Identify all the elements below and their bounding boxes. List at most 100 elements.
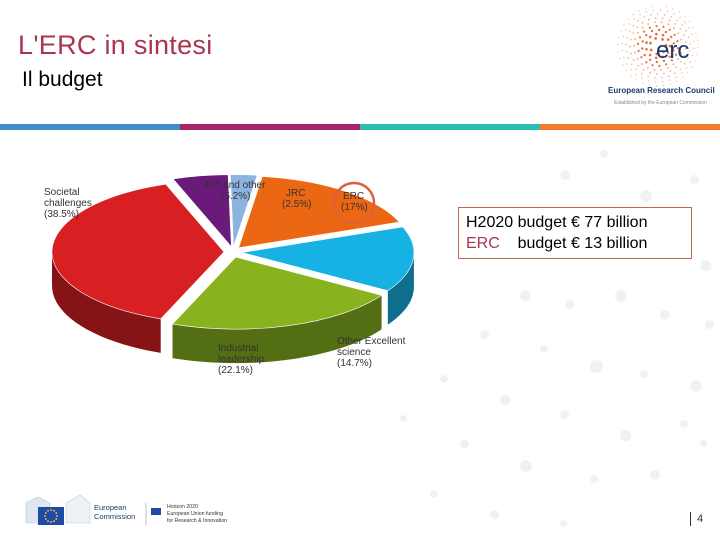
logo-dot	[661, 17, 664, 20]
logo-dot	[672, 49, 675, 52]
logo-dot	[639, 14, 641, 16]
pie-slice-side-industrial-leadership	[172, 295, 382, 364]
logo-dot	[621, 49, 623, 52]
logo-dot	[693, 47, 695, 50]
logo-dot	[617, 44, 619, 46]
logo-dot	[666, 10, 669, 12]
eu-star	[44, 518, 47, 520]
background-dot	[680, 420, 688, 428]
logo-dot	[626, 70, 628, 72]
logo-dot	[672, 63, 675, 66]
background-dot	[690, 380, 702, 392]
logo-dot	[645, 11, 648, 13]
budget-pie-chart	[51, 174, 415, 364]
erc-logo-dots	[617, 6, 699, 87]
logo-dot	[661, 55, 665, 59]
logo-dot	[636, 79, 638, 81]
eu-star	[55, 518, 58, 520]
erc-budget-line: ERC budget € 13 billion	[466, 233, 691, 254]
logo-dot	[691, 33, 693, 36]
erc-logo: erc	[617, 6, 699, 87]
pie-slice-side-societal-challenges	[52, 250, 161, 353]
logo-dot	[679, 16, 681, 19]
logo-dot	[661, 38, 664, 41]
logo-dot	[635, 73, 637, 76]
logo-dot	[653, 21, 656, 24]
logo-dot	[622, 64, 624, 66]
background-dot	[540, 345, 548, 353]
background-dot	[560, 410, 569, 419]
erc-budget-value: budget € 13 billion	[499, 235, 648, 252]
logo-dot	[618, 37, 620, 39]
logo-dot	[638, 10, 640, 12]
logo-dot	[681, 72, 683, 74]
logo-dot	[657, 28, 661, 32]
logo-dot	[670, 35, 673, 39]
logo-dot	[632, 59, 635, 61]
logo-dot	[684, 21, 686, 23]
background-dot	[520, 460, 532, 472]
logo-dot	[677, 58, 680, 61]
erc-budget-key: ERC	[466, 235, 500, 252]
logo-dot	[661, 33, 665, 37]
logo-dot	[679, 28, 682, 30]
logo-dot	[633, 51, 636, 54]
background-dot	[500, 395, 510, 405]
logo-dot	[655, 52, 659, 56]
logo-dot	[637, 20, 640, 22]
background-dot	[430, 490, 438, 498]
logo-dot	[650, 29, 654, 33]
logo-dot	[693, 40, 695, 43]
label-eit-and-other: EIT and other (5.2%)	[205, 180, 266, 202]
logo-dot	[689, 43, 691, 45]
background-dot	[620, 430, 631, 441]
logo-dot	[645, 34, 648, 37]
logo-dot	[676, 47, 679, 50]
logo-dot	[665, 63, 668, 66]
logo-dot	[641, 21, 644, 24]
logo-dot	[668, 19, 671, 22]
eu-star	[50, 521, 52, 523]
logo-dot	[626, 63, 628, 65]
logo-dot	[633, 44, 635, 47]
logo-dot	[687, 36, 690, 38]
ec-label-1: European	[94, 503, 127, 512]
logo-dot	[683, 54, 686, 57]
logo-dot	[656, 85, 658, 87]
logo-dot	[695, 32, 697, 35]
logo-dot	[649, 41, 652, 45]
logo-dot	[625, 50, 628, 53]
logo-dot	[630, 52, 632, 55]
footer-logos: European Commission Horizon 2020 Europea…	[25, 494, 227, 525]
logo-dot	[636, 57, 639, 60]
eu-star	[44, 515, 46, 517]
label-other-excellent-science: Other Excellent science (14.7%)	[337, 336, 406, 369]
logo-dot	[694, 60, 696, 62]
logo-dot	[658, 6, 660, 7]
logo-dot	[647, 23, 650, 26]
logo-dot	[688, 50, 691, 52]
logo-dot	[630, 69, 632, 71]
logo-dot	[656, 73, 658, 75]
logo-dot	[670, 16, 672, 18]
logo-dot	[696, 53, 698, 55]
logo-dot	[622, 35, 624, 38]
logo-dot	[674, 23, 677, 25]
logo-dot	[667, 75, 670, 77]
erc-logo-word: erc	[656, 37, 689, 64]
background-dot	[440, 375, 448, 383]
background-dot	[520, 290, 531, 301]
logo-dot	[649, 71, 651, 74]
logo-dot	[655, 60, 659, 64]
pie-slice-side-other-excellent-science	[387, 251, 414, 325]
logo-dot	[638, 36, 642, 39]
logo-dot	[676, 40, 679, 43]
logo-dot	[650, 14, 652, 16]
logo-dot	[627, 57, 630, 59]
logo-dot	[687, 56, 689, 59]
eu-star	[50, 509, 52, 511]
logo-dot	[666, 38, 670, 41]
background-dot	[640, 370, 648, 378]
logo-dot	[668, 79, 671, 81]
logo-dot	[675, 66, 678, 69]
